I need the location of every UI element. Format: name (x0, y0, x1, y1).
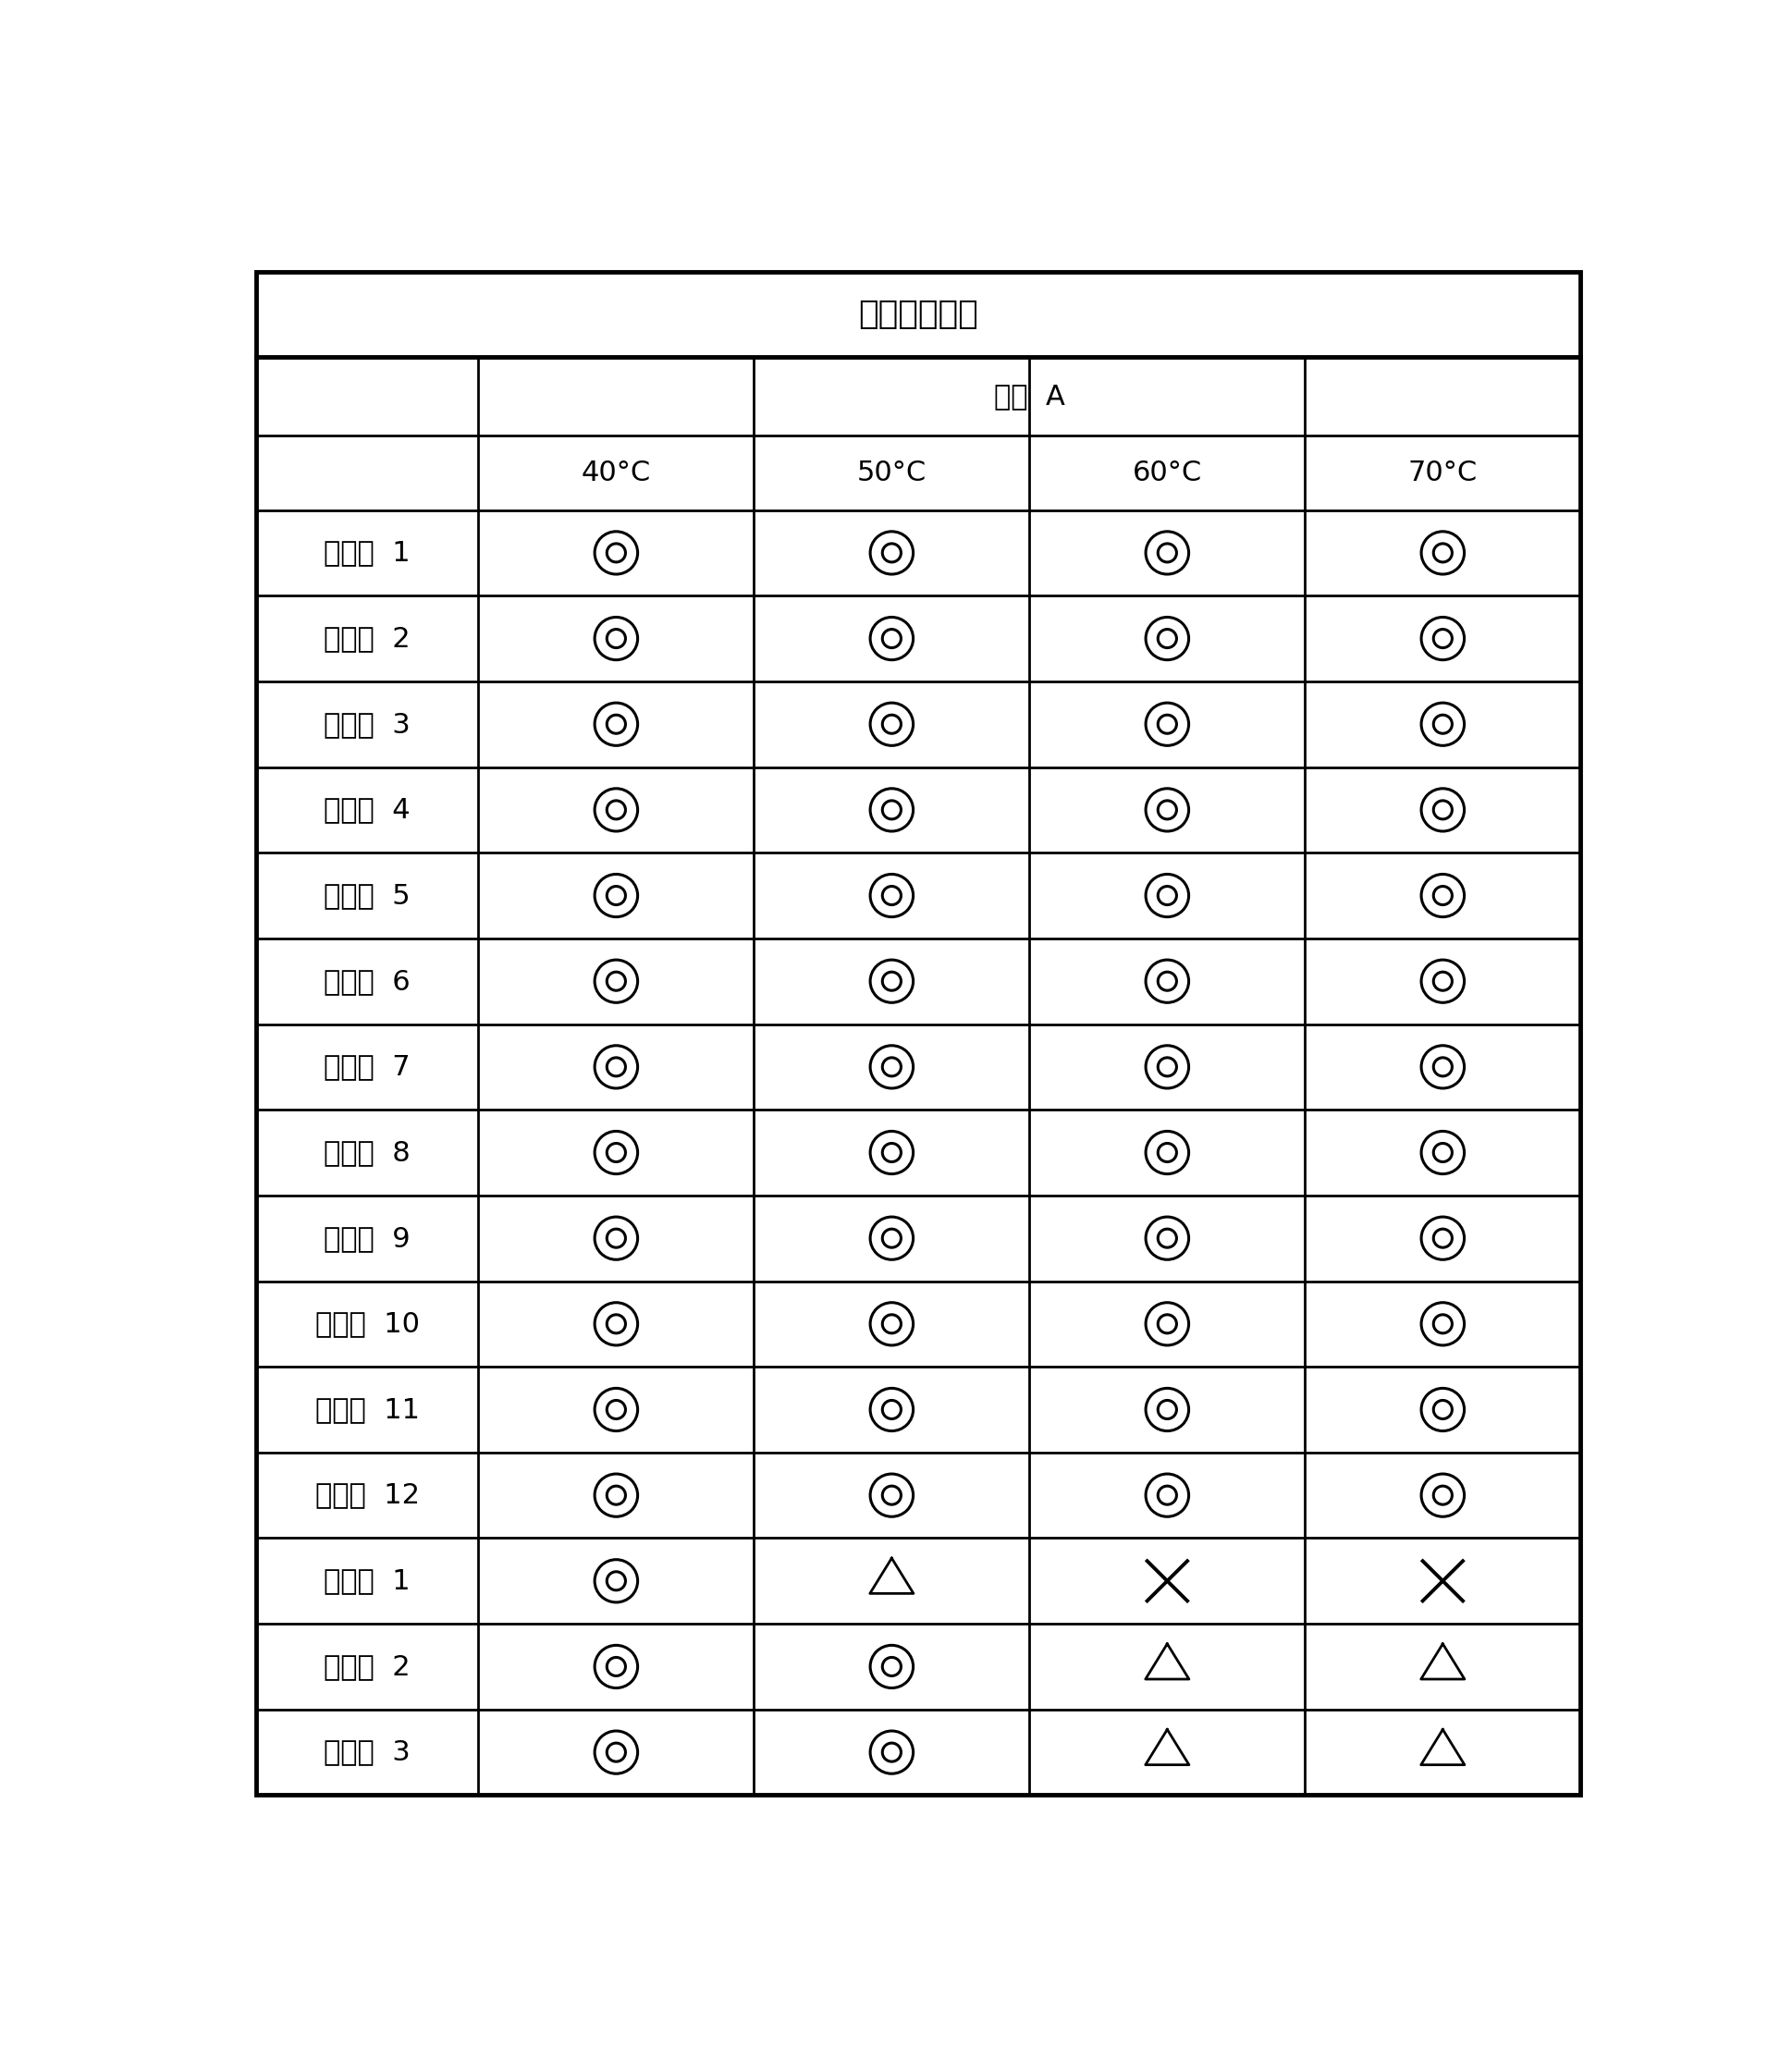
Text: 对比例  2: 对比例 2 (324, 1654, 410, 1680)
Text: 40°C: 40°C (581, 459, 650, 486)
Text: 实施例  6: 实施例 6 (324, 967, 410, 994)
Text: 实施例  2: 实施例 2 (324, 625, 410, 652)
Text: 实施例  12: 实施例 12 (315, 1481, 419, 1508)
Text: 实施例  1: 实施例 1 (324, 539, 410, 566)
Text: 50°C: 50°C (857, 459, 926, 486)
Text: 70°C: 70°C (1409, 459, 1478, 486)
Text: 实施例  3: 实施例 3 (324, 711, 410, 738)
Text: 实施例  11: 实施例 11 (315, 1395, 419, 1422)
Text: 实施例  5: 实施例 5 (324, 883, 410, 910)
Text: 金属膜的腐蚀: 金属膜的腐蚀 (858, 299, 978, 330)
Text: 对比例  1: 对比例 1 (324, 1567, 410, 1594)
Text: 实施例  8: 实施例 8 (324, 1139, 410, 1166)
Text: 对比例  3: 对比例 3 (324, 1740, 410, 1766)
Text: 样品  A: 样品 A (995, 383, 1064, 410)
Text: 实施例  7: 实施例 7 (324, 1053, 410, 1080)
Text: 实施例  10: 实施例 10 (315, 1311, 419, 1338)
Text: 实施例  4: 实施例 4 (324, 797, 410, 824)
Text: 60°C: 60°C (1133, 459, 1202, 486)
Text: 实施例  9: 实施例 9 (324, 1225, 410, 1252)
